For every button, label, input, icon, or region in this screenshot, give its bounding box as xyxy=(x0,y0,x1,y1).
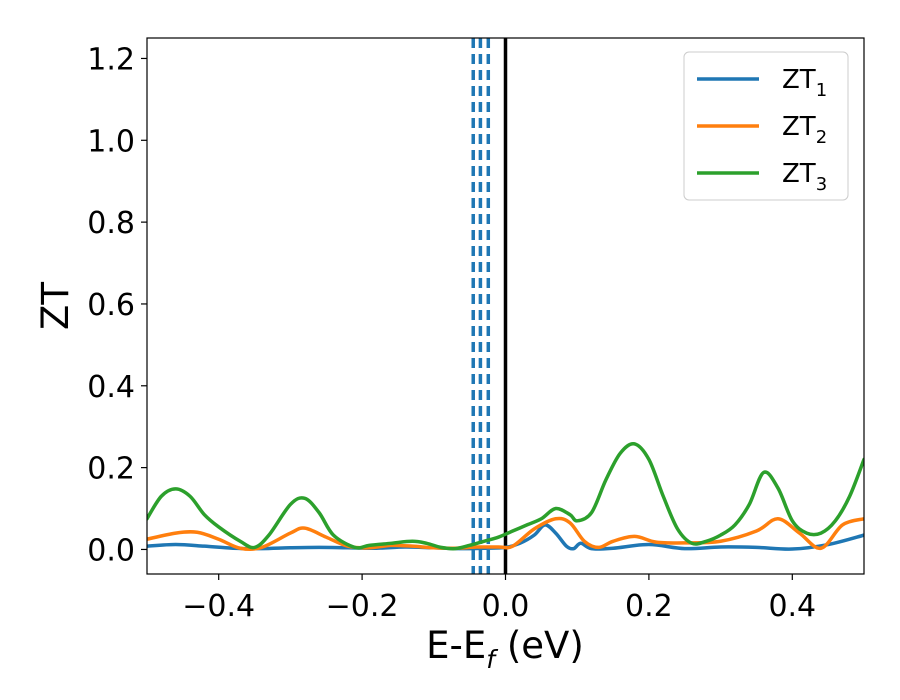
y-axis-ticks: 0.0 0.2 0.4 0.6 0.8 1.0 1.2 xyxy=(87,42,147,568)
series-line-zt2 xyxy=(147,516,864,552)
series-lines xyxy=(147,442,864,552)
x-axis-ticks: −0.4 −0.2 0.0 0.2 0.4 xyxy=(182,574,816,624)
y-tick-label: 1.2 xyxy=(87,42,135,77)
legend: ZT1 ZT2 ZT3 xyxy=(683,51,849,201)
legend-label-zt2: ZT2 xyxy=(782,112,827,148)
y-tick-label: 1.0 xyxy=(87,124,135,159)
x-tick-label: −0.4 xyxy=(182,589,255,624)
y-tick-label: 0.4 xyxy=(87,370,135,405)
y-tick-label: 0.2 xyxy=(87,452,135,487)
legend-label-zt3: ZT3 xyxy=(782,159,827,195)
x-axis-title: E-Ef (eV) xyxy=(426,624,584,674)
y-tick-label: 0.0 xyxy=(87,533,135,568)
y-axis-title: ZT xyxy=(34,282,77,330)
x-tick-label: 0.0 xyxy=(482,589,530,624)
x-axis-title-unit: (eV) xyxy=(495,624,584,667)
y-tick-label: 0.6 xyxy=(87,288,135,323)
legend-label-zt1: ZT1 xyxy=(782,65,827,101)
legend-box xyxy=(683,51,849,201)
x-tick-label: 0.4 xyxy=(768,589,816,624)
y-tick-label: 0.8 xyxy=(87,206,135,241)
vertical-lines xyxy=(471,38,508,574)
series-line-zt1 xyxy=(147,523,864,551)
x-tick-label: −0.2 xyxy=(326,589,399,624)
x-tick-label: 0.2 xyxy=(625,589,673,624)
x-axis-title-main: E-E xyxy=(426,624,486,667)
series-line-zt3 xyxy=(147,442,864,551)
